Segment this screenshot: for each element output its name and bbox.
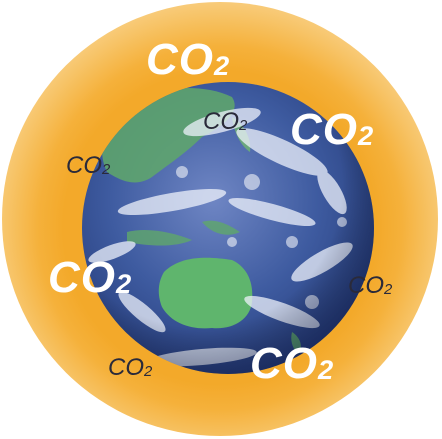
earth-globe [82,82,374,374]
co2-label-right: CO2 [348,272,393,299]
co2-label-left: CO2 [66,152,111,179]
co2-label-bottom-right: CO2 [250,339,335,388]
co2-label-bottom-left: CO2 [108,354,153,381]
co2-label-upper-right: CO2 [290,105,375,154]
co2-label-top: CO2 [146,35,231,84]
co2-label-mid-left: CO2 [48,253,133,302]
co2-label-upper-center: CO2 [203,108,248,135]
